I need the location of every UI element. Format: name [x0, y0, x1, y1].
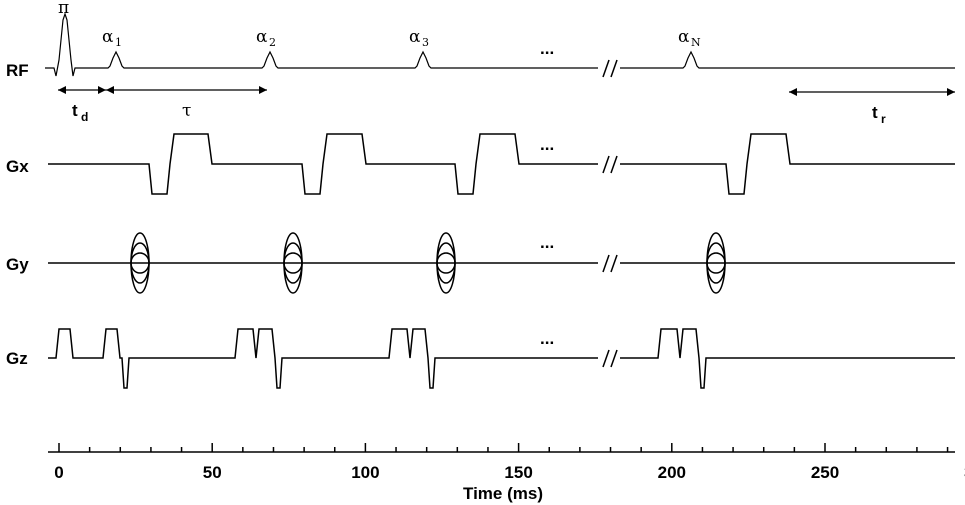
time-axis-label: Time (ms)	[463, 484, 543, 503]
pi-pulse-label: π	[58, 0, 69, 18]
ellipsis-rf: ...	[540, 39, 554, 58]
gy-phase-encode-n	[706, 232, 726, 294]
rf-waveform	[45, 12, 955, 77]
break-mark-gy	[602, 254, 618, 273]
gy-phase-encode-3	[436, 232, 456, 294]
channel-label-gy: Gy	[6, 255, 29, 274]
ellipsis-gx: ...	[540, 135, 554, 154]
channel-label-gz: Gz	[6, 349, 28, 368]
break-mark-rf	[602, 59, 618, 78]
tick-label: 200	[658, 463, 686, 482]
gz-waveform	[48, 328, 955, 389]
tau-label: τ	[182, 101, 191, 121]
tick-label: 250	[811, 463, 839, 482]
alpha-1-label: α	[102, 27, 114, 47]
td-arrow	[58, 86, 106, 94]
tr-arrow	[789, 88, 955, 96]
td-label: t	[72, 101, 78, 120]
channel-label-rf: RF	[6, 61, 29, 80]
time-axis: 050100150200250300350400	[48, 443, 965, 482]
tick-label: 50	[203, 463, 222, 482]
td-subscript: d	[81, 110, 88, 124]
tr-label: t	[872, 103, 878, 122]
tick-marks	[58, 443, 949, 452]
channel-label-gx: Gx	[6, 157, 29, 176]
tick-label: 150	[504, 463, 532, 482]
gy-phase-encode-1	[130, 232, 150, 294]
break-mark-gz	[602, 349, 618, 368]
break-mark-gx	[602, 155, 618, 174]
tr-subscript: r	[881, 112, 886, 126]
alpha-n-subscript: N	[691, 36, 701, 49]
gy-phase-encode-2	[283, 232, 303, 294]
alpha-n-label: α	[678, 27, 690, 47]
tick-label: 100	[351, 463, 379, 482]
gx-waveform	[48, 133, 955, 195]
alpha-3-subscript: 3	[422, 36, 429, 49]
alpha-2-subscript: 2	[269, 36, 276, 49]
tick-label: 0	[54, 463, 63, 482]
tau-arrow	[106, 86, 267, 94]
tick-labels: 050100150200250300350400	[54, 463, 965, 482]
alpha-1-subscript: 1	[115, 36, 122, 49]
alpha-3-label: α	[409, 27, 421, 47]
alpha-2-label: α	[256, 27, 268, 47]
ellipsis-gy: ...	[540, 233, 554, 252]
ellipsis-gz: ...	[540, 329, 554, 348]
